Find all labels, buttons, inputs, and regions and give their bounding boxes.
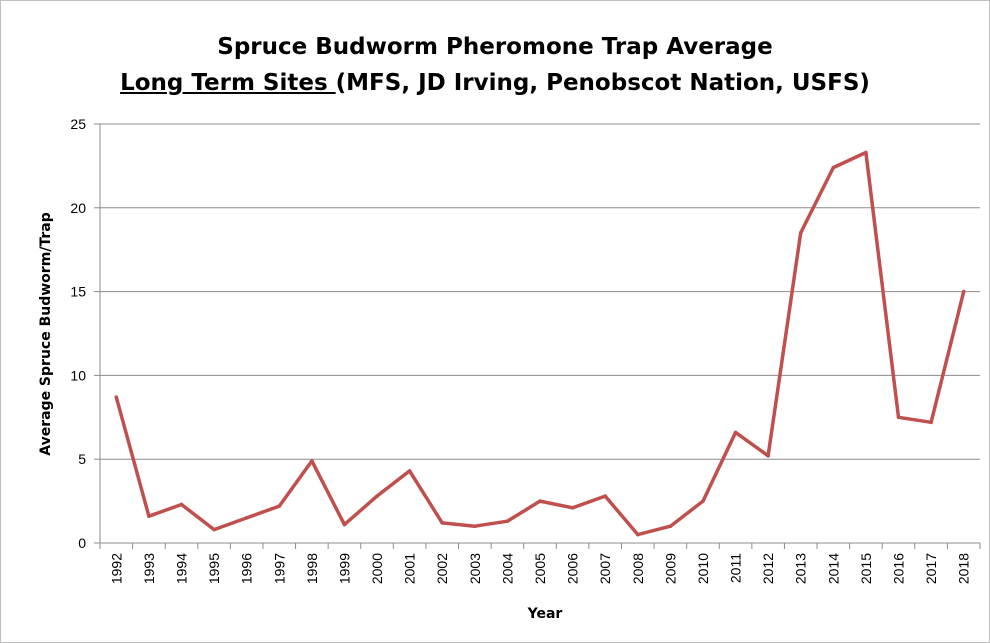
data-point bbox=[310, 459, 314, 463]
series bbox=[114, 150, 966, 537]
y-tick-labels: 0 5 10 15 20 25 bbox=[70, 116, 86, 551]
data-point bbox=[864, 150, 868, 155]
x-tick-label: 1997 bbox=[271, 553, 287, 584]
x-tick-labels: 1992 1993 1994 1995 1996 1997 1998 1999 2000 2001… bbox=[108, 553, 971, 584]
data-point bbox=[831, 165, 836, 170]
data-point bbox=[538, 499, 542, 503]
x-tick-label: 1998 bbox=[304, 553, 320, 584]
data-point bbox=[212, 527, 216, 532]
gridlines bbox=[100, 123, 980, 460]
x-tick-label: 1995 bbox=[206, 553, 222, 584]
x-tick-label: 2011 bbox=[728, 553, 744, 583]
chart-title-rest: (MFS, JD Irving, Penobscot Nation, USFS) bbox=[335, 70, 870, 96]
data-point bbox=[929, 420, 933, 425]
data-point bbox=[407, 469, 412, 473]
chart-title-line1: Spruce Budworm Pheromone Trap Average bbox=[217, 34, 773, 60]
x-axis-label: Year bbox=[527, 606, 563, 622]
data-point bbox=[961, 289, 966, 294]
x-tick-label: 1993 bbox=[141, 553, 157, 584]
data-point bbox=[798, 231, 803, 235]
x-tick-label: 1994 bbox=[173, 553, 189, 584]
x-tick-label: 2003 bbox=[467, 553, 483, 584]
x-tick-label: 2002 bbox=[434, 553, 450, 584]
x-tick-label: 1992 bbox=[108, 553, 124, 584]
data-point bbox=[179, 502, 184, 507]
data-point bbox=[505, 519, 510, 524]
data-point bbox=[733, 430, 738, 435]
y-tick-label: 25 bbox=[70, 116, 86, 132]
x-tick-label: 2015 bbox=[858, 553, 874, 584]
x-tick-label: 2008 bbox=[630, 553, 646, 584]
x-tick-label: 2009 bbox=[662, 553, 678, 584]
y-tick-label: 10 bbox=[70, 367, 86, 383]
data-point bbox=[701, 499, 705, 503]
y-tick-label: 15 bbox=[70, 284, 86, 300]
axes bbox=[94, 123, 981, 549]
data-point bbox=[114, 395, 119, 399]
data-point bbox=[766, 454, 770, 458]
x-tick-label: 2013 bbox=[793, 553, 809, 584]
data-point bbox=[147, 514, 151, 518]
chart-title-line2: Long Term Sites (MFS, JD Irving, Penobsc… bbox=[0, 70, 990, 96]
x-tick-label: 2012 bbox=[760, 553, 776, 584]
x-tick-label: 2017 bbox=[923, 553, 939, 584]
x-tick-label: 2005 bbox=[532, 553, 548, 584]
data-point bbox=[375, 494, 379, 498]
data-point bbox=[342, 522, 347, 527]
data-point bbox=[440, 521, 445, 525]
x-tick-label: 2004 bbox=[499, 553, 515, 584]
y-tick-label: 20 bbox=[70, 200, 86, 216]
data-point bbox=[473, 524, 477, 529]
y-axis-label: Average Spruce Budworm/Trap bbox=[38, 212, 54, 456]
x-tick-label: 2000 bbox=[369, 553, 385, 584]
data-point bbox=[603, 494, 607, 498]
x-tick-label: 1996 bbox=[239, 553, 255, 584]
x-tick-label: 2018 bbox=[956, 553, 972, 584]
chart-title-underlined: Long Term Sites bbox=[120, 70, 336, 96]
x-tick-label: 2016 bbox=[891, 553, 907, 584]
data-point bbox=[570, 506, 575, 510]
x-tick-label: 1999 bbox=[336, 553, 352, 584]
x-tick-label: 2001 bbox=[402, 553, 418, 584]
data-point bbox=[635, 532, 640, 537]
x-tick-label: 2007 bbox=[597, 553, 613, 584]
series-line bbox=[114, 150, 966, 537]
x-tick-label: 2010 bbox=[695, 553, 711, 584]
y-tick-label: 0 bbox=[78, 535, 86, 551]
data-point bbox=[244, 516, 249, 520]
x-tick-label: 2006 bbox=[565, 553, 581, 584]
y-tick-label: 5 bbox=[78, 451, 86, 467]
data-point bbox=[896, 415, 901, 420]
data-point bbox=[668, 524, 673, 529]
data-point bbox=[277, 504, 282, 508]
x-tick-label: 2014 bbox=[825, 553, 841, 584]
